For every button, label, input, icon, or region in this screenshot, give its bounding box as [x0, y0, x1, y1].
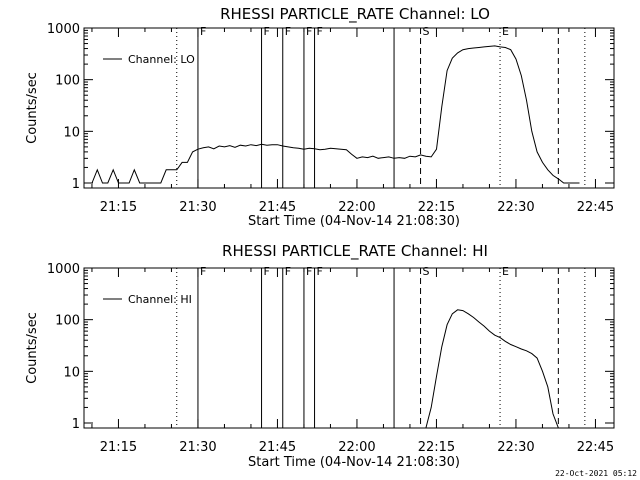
- legend-label: Channel: HI: [128, 293, 192, 306]
- y-tick-label: 100: [55, 314, 80, 329]
- y-axis-label: Counts/sec: [25, 72, 40, 144]
- x-tick-label: 22:15: [418, 200, 455, 215]
- x-tick-label: 22:30: [497, 440, 534, 455]
- x-tick-label: 22:15: [418, 440, 455, 455]
- x-axis-label: Start Time (04-Nov-14 21:08:30): [248, 455, 460, 470]
- x-tick-label: 21:45: [259, 440, 296, 455]
- event-marker-label: F: [285, 25, 291, 38]
- y-tick-label: 10: [63, 365, 80, 380]
- x-tick-label: 21:30: [179, 200, 216, 215]
- y-tick-label: 1: [72, 417, 80, 432]
- plot-frame: [83, 27, 615, 189]
- event-marker-label: F: [264, 265, 270, 278]
- event-marker-label: S: [423, 265, 430, 278]
- event-marker-label: E: [502, 265, 509, 278]
- x-tick-label: 22:30: [497, 200, 534, 215]
- event-marker-label: F: [200, 25, 206, 38]
- event-marker-label: E: [502, 25, 509, 38]
- event-marker-label: F: [285, 265, 291, 278]
- legend-label: Channel: LO: [128, 53, 195, 66]
- y-axis-label: Counts/sec: [25, 312, 40, 384]
- x-tick-label: 21:30: [179, 440, 216, 455]
- panel-hi: RHESSI PARTICLE_RATE Channel: HI 1 10 100 10…: [25, 242, 615, 470]
- x-tick-label: 22:00: [338, 440, 375, 455]
- x-tick-label: 21:15: [100, 200, 137, 215]
- event-marker-label: F: [306, 265, 312, 278]
- event-marker-label: F: [306, 25, 312, 38]
- y-tick-label: 10: [63, 125, 80, 140]
- series-line: [425, 309, 559, 428]
- event-marker-label: F: [264, 25, 270, 38]
- chart-title: RHESSI PARTICLE_RATE Channel: LO: [220, 5, 490, 24]
- y-tick-label: 1000: [47, 262, 80, 277]
- plot-frame: [83, 267, 615, 429]
- event-marker-label: S: [423, 25, 430, 38]
- x-axis-label: Start Time (04-Nov-14 21:08:30): [248, 214, 460, 229]
- series-line: [84, 45, 580, 184]
- chart-title: RHESSI PARTICLE_RATE Channel: HI: [222, 242, 488, 261]
- x-tick-label: 22:45: [577, 440, 614, 455]
- event-marker-label: F: [317, 25, 323, 38]
- y-tick-label: 1000: [47, 22, 80, 37]
- panel-lo: RHESSI PARTICLE_RATE Channel: LO 1 10 100 10…: [25, 5, 615, 229]
- footer-timestamp: 22-Oct-2021 05:12: [555, 469, 637, 478]
- x-tick-label: 22:00: [338, 200, 375, 215]
- x-tick-label: 22:45: [577, 200, 614, 215]
- event-marker-label: F: [200, 265, 206, 278]
- x-tick-label: 21:45: [259, 200, 296, 215]
- y-tick-label: 100: [55, 74, 80, 89]
- y-tick-label: 1: [72, 177, 80, 192]
- x-tick-label: 21:15: [100, 440, 137, 455]
- event-marker-label: F: [317, 265, 323, 278]
